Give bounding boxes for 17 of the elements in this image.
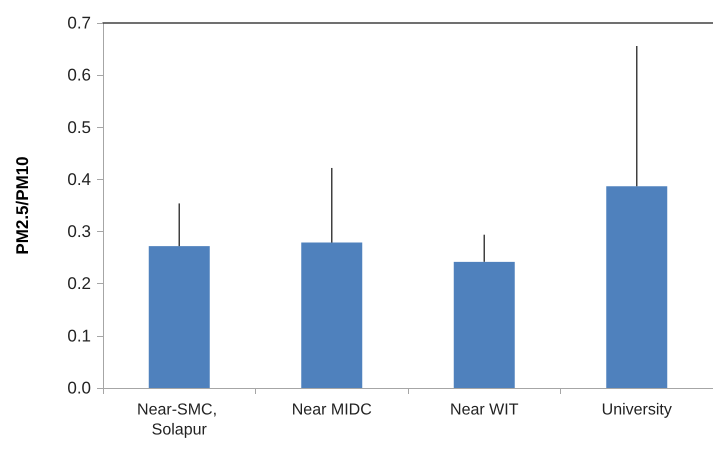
- y-tick-label: 0.1: [67, 326, 91, 346]
- bar: [148, 246, 210, 388]
- y-tick-label: 0.2: [67, 274, 91, 294]
- x-tick-label: University: [602, 402, 672, 418]
- y-tick-label: 0.4: [67, 170, 91, 189]
- y-tick-label: 0.0: [67, 378, 91, 398]
- y-tick-label: 0.3: [67, 222, 91, 242]
- y-axis-title: PM2.5/PM10: [13, 156, 32, 255]
- bar: [454, 262, 515, 388]
- y-tick-label: 0.5: [67, 118, 91, 137]
- x-tick-label: Near WIT: [450, 402, 519, 418]
- bar: [301, 242, 362, 388]
- y-tick-label: 0.6: [67, 66, 91, 85]
- x-tick-label: Near MIDC: [292, 402, 372, 418]
- x-tick-label: Near-SMC, Solapur: [137, 402, 222, 438]
- bar: [606, 186, 668, 388]
- y-tick-label: 0.7: [67, 14, 91, 32]
